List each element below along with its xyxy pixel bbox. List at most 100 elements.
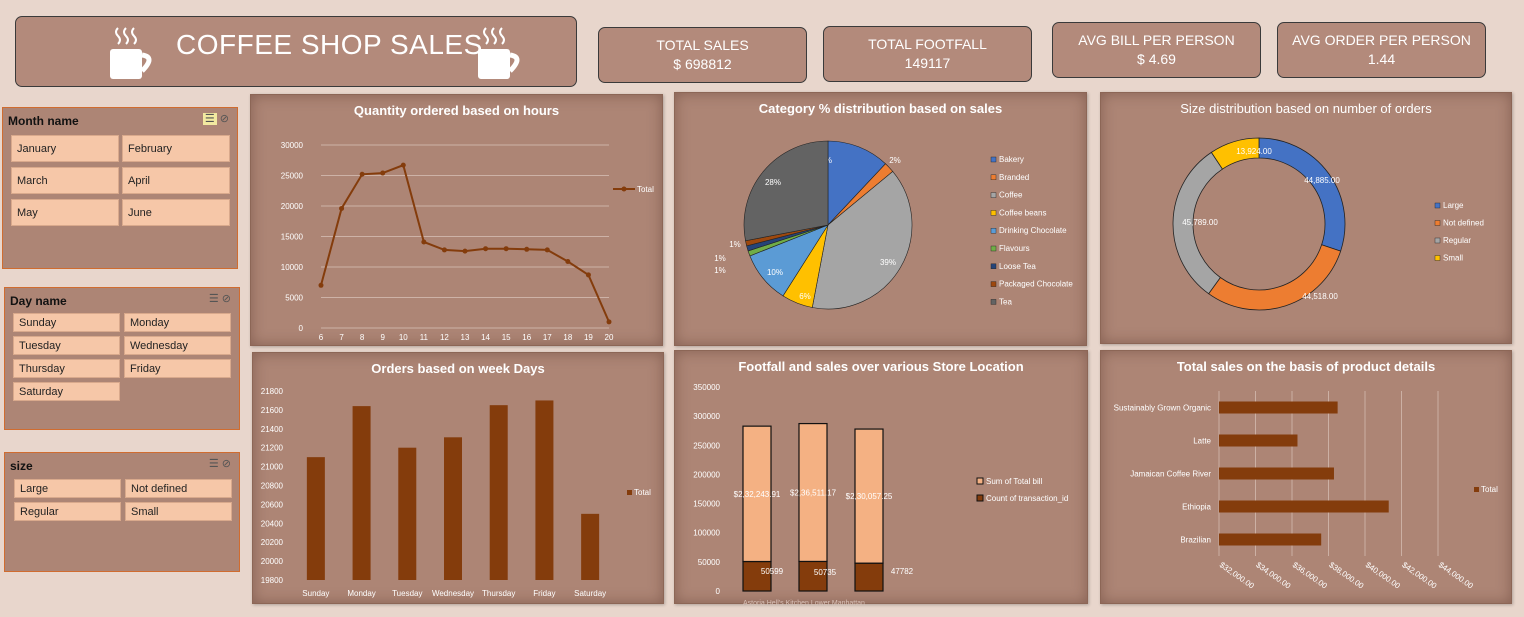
slicer-item-tuesday[interactable]: Tuesday (13, 336, 120, 355)
kpi-total-footfall: TOTAL FOOTFALL 149117 (823, 26, 1032, 82)
x-tick-label: $34,000.00 (1254, 560, 1292, 591)
legend-label: Large (1443, 201, 1464, 210)
data-point (585, 272, 591, 278)
page-title: COFFEE SHOP SALES (176, 29, 483, 60)
bar-weekday (535, 400, 554, 580)
legend-label: Packaged Chocolate (999, 280, 1073, 289)
slicer-item-large[interactable]: Large (14, 479, 121, 498)
slicer-item-thursday[interactable]: Thursday (13, 359, 120, 378)
legend-swatch (1434, 220, 1441, 226)
legend-swatch (1474, 487, 1479, 492)
legend-label: Coffee (999, 191, 1023, 200)
legend-swatch (1434, 237, 1441, 244)
data-label: 2% (889, 156, 901, 165)
bar-total-bill (798, 422, 828, 563)
data-label-bill: $2,32,243.91 (734, 490, 781, 499)
x-tick-label: Wednesday (432, 589, 474, 598)
data-point (359, 171, 365, 177)
kpi-value: 1.44 (1367, 51, 1396, 67)
kpi-avg-bill: AVG BILL PER PERSON $ 4.69 (1052, 22, 1261, 78)
kpi-label: TOTAL FOOTFALL (868, 36, 987, 52)
clear-filter-icon[interactable]: ⊘ (221, 293, 231, 305)
legend-swatch (976, 494, 984, 502)
multi-select-icon[interactable]: ☰ (202, 113, 217, 125)
slicer-item-small[interactable]: Small (125, 502, 232, 521)
data-point (524, 246, 530, 252)
data-label: 45,789.00 (1182, 218, 1218, 227)
slicer-item-sunday[interactable]: Sunday (13, 313, 120, 332)
clear-filter-icon[interactable]: ⊘ (221, 458, 231, 470)
x-tick-label: 16 (522, 333, 531, 342)
chart-panel-size: Size distribution based on number of ord… (1100, 92, 1512, 344)
chart-category: 12%2%39%6%10%1%1%1%28%BakeryBrandedCoffe… (714, 140, 1073, 310)
multi-select-icon[interactable]: ☰ (208, 458, 219, 470)
data-point (318, 282, 324, 288)
y-tick-label: 21400 (261, 425, 284, 434)
chart-product: $32,000.00$34,000.00$36,000.00$38,000.00… (1114, 391, 1498, 591)
data-label-count: 50599 (761, 567, 784, 576)
slicer-item-wednesday[interactable]: Wednesday (124, 336, 231, 355)
legend-label: Coffee beans (999, 208, 1046, 217)
x-tick-label: 14 (481, 333, 490, 342)
bar-weekday (352, 406, 371, 580)
slicer-item-april[interactable]: April (122, 167, 230, 194)
bar-product (1219, 500, 1389, 513)
chart-title: Quantity ordered based on hours (353, 103, 560, 118)
bar-product (1219, 467, 1334, 480)
legend-swatch (990, 245, 997, 252)
slicer-item-regular[interactable]: Regular (14, 502, 121, 521)
bar-total-bill (854, 428, 884, 564)
y-tick-label: 15000 (281, 233, 304, 242)
slicer-item-friday[interactable]: Friday (124, 359, 231, 378)
x-tick-label: $36,000.00 (1291, 560, 1329, 591)
chart-title: Size distribution based on number of ord… (1180, 101, 1432, 116)
x-tick-label: 9 (380, 333, 385, 342)
dashboard-title-box: COFFEE SHOP SALES (15, 16, 577, 87)
slicer-item-june[interactable]: June (122, 199, 230, 226)
legend-swatch (1434, 202, 1441, 209)
data-label-count: 47782 (891, 567, 914, 576)
slicer-item-saturday[interactable]: Saturday (13, 382, 120, 401)
pie-slice (811, 171, 913, 310)
legend-label: Total (637, 185, 654, 194)
y-tick-label: 350000 (693, 383, 720, 392)
x-tick-label: 8 (360, 333, 365, 342)
slicer-item-may[interactable]: May (11, 199, 119, 226)
slicer-item-march[interactable]: March (11, 167, 119, 194)
x-tick-label: $42,000.00 (1400, 560, 1438, 591)
y-tick-label: 50000 (698, 558, 721, 567)
multi-select-icon[interactable]: ☰ (208, 293, 219, 305)
legend-label: Small (1443, 254, 1463, 263)
legend-label: Sum of Total bill (986, 477, 1043, 486)
x-tick-label: 19 (584, 333, 593, 342)
y-tick-label: 19800 (261, 576, 284, 585)
chart-panel-product: Total sales on the basis of product deta… (1100, 350, 1512, 604)
kpi-label: AVG ORDER PER PERSON (1292, 32, 1471, 48)
legend-label: Count of transaction_id (986, 494, 1068, 503)
data-point (462, 248, 468, 254)
chart-title: Category % distribution based on sales (758, 101, 1003, 116)
data-point (544, 247, 550, 253)
legend-label: Tea (999, 297, 1012, 306)
chart-panel-weekdays: Orders based on week Days 19800 20000 2020… (252, 352, 664, 604)
legend-label: Flavours (999, 244, 1030, 253)
legend-label: Drinking Chocolate (999, 226, 1067, 235)
bar-transaction-count (742, 560, 772, 592)
y-tick-label: 20000 (261, 557, 284, 566)
legend-marker (621, 186, 627, 192)
y-tick-label: 5000 (285, 294, 303, 303)
chart-size: 44,885.00 44,518.00 45,789.00 13,924.00 Larg… (1172, 137, 1484, 311)
x-tick-label: 13 (461, 333, 470, 342)
clear-filter-icon[interactable]: ⊘ (219, 113, 229, 125)
chart-hours: 0 5000 10000 15000 20000 25000 30000 6 7 8 9 10 11 12… (281, 141, 654, 342)
x-tick-label: $44,000.00 (1437, 560, 1475, 591)
slicer-item-january[interactable]: January (11, 135, 119, 162)
bar-product (1219, 533, 1322, 546)
x-tick-label: 12 (440, 333, 449, 342)
slicer-item-monday[interactable]: Monday (124, 313, 231, 332)
bar-weekday (398, 447, 417, 580)
data-label: 1% (714, 254, 726, 263)
slicer-item-not-defined[interactable]: Not defined (125, 479, 232, 498)
slicer-title: Day name (10, 294, 67, 308)
slicer-item-february[interactable]: February (122, 135, 230, 162)
